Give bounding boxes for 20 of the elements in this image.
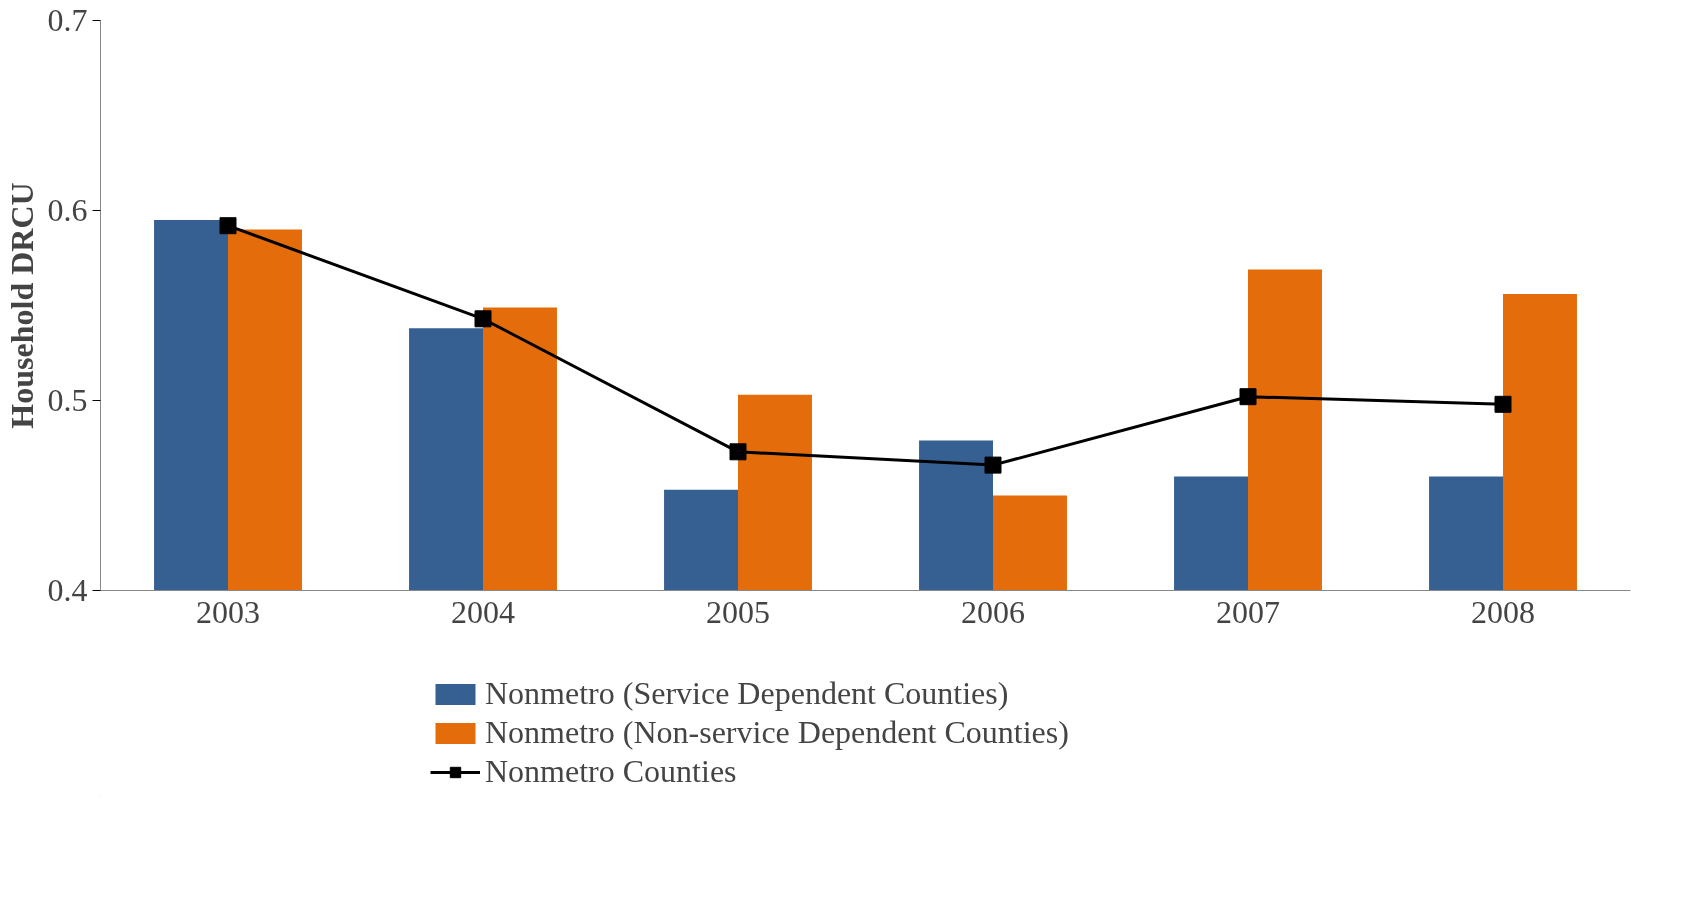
legend-label: Nonmetro (Service Dependent Counties)	[485, 675, 1009, 712]
x-tick-label: 2003	[196, 593, 260, 630]
point	[474, 310, 492, 328]
point	[1239, 388, 1257, 406]
y-tick-label: 0.6	[47, 192, 88, 228]
x-tick-label: 2005	[706, 593, 770, 630]
point	[984, 456, 1002, 474]
y-axis-title: Household DRCU	[3, 182, 40, 429]
point	[729, 443, 747, 461]
legend-label: Nonmetro (Non-service Dependent Counties)	[485, 714, 1069, 751]
x-tick-label: 2008	[1471, 593, 1535, 630]
point	[1494, 395, 1512, 413]
x-tick-label: 2004	[451, 593, 515, 630]
y-tick-label: 0.5	[47, 382, 88, 418]
y-tick-label: 0.4	[47, 572, 88, 608]
x-tick-label: 2007	[1216, 593, 1280, 630]
legend-label: Nonmetro Counties	[485, 753, 737, 790]
x-tick-label: 2006	[961, 593, 1025, 630]
y-tick-label: 0.7	[47, 2, 88, 38]
point	[219, 217, 237, 235]
